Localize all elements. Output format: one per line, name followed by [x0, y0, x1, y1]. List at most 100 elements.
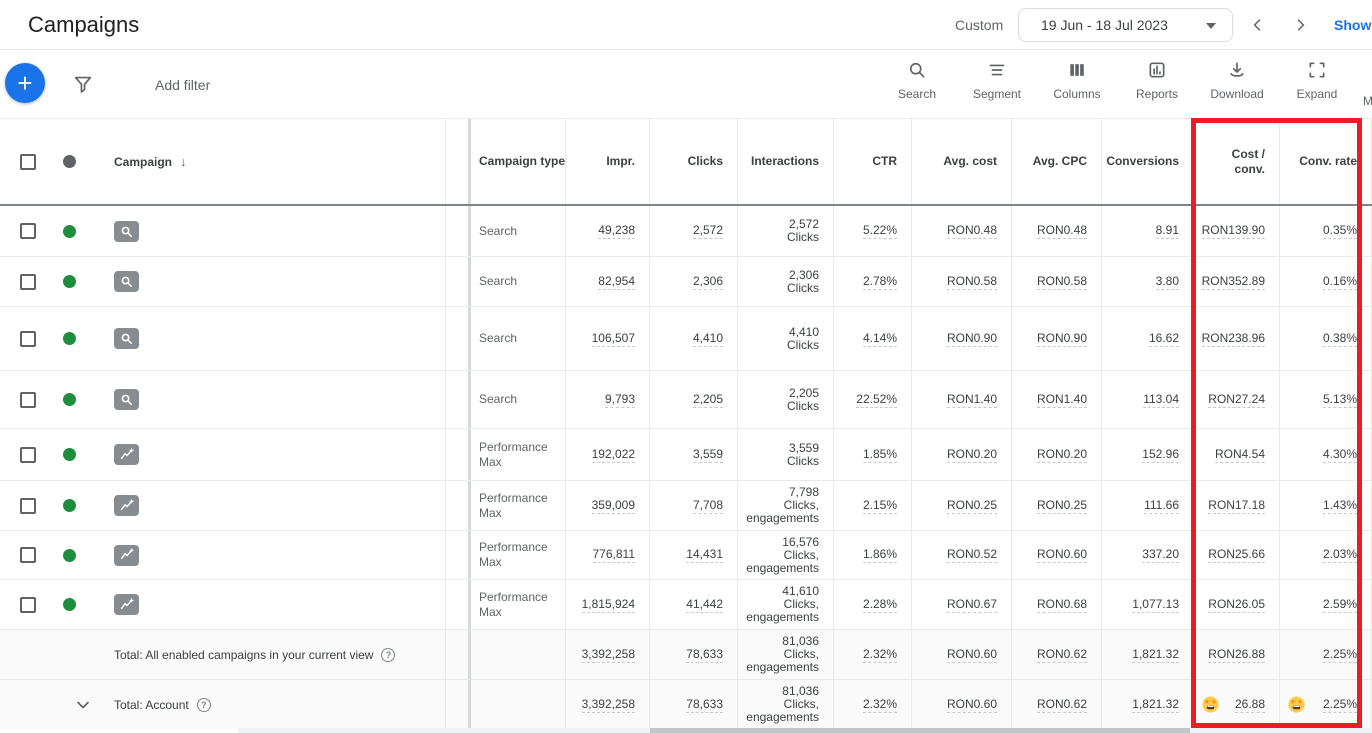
date-range-picker[interactable]: 19 Jun - 18 Jul 2023: [1018, 8, 1233, 42]
campaign-name-cell[interactable]: [100, 257, 445, 306]
campaign-row: Search 9,793 2,205 2,205 Clicks 22.52% RON1.4…: [0, 370, 1372, 428]
row-status-cell[interactable]: [56, 371, 100, 428]
campaign-type-cell: Performance Max: [468, 481, 565, 530]
interactions-cell: 81,036 Clicks, engagements: [737, 630, 833, 679]
campaign-name-cell[interactable]: [100, 429, 445, 480]
chevron-down-icon[interactable]: [73, 695, 93, 715]
overflow-action-partial[interactable]: M: [1363, 94, 1372, 108]
search-action-button[interactable]: Search: [877, 60, 957, 101]
interactions-cell: 2,306 Clicks: [737, 257, 833, 306]
segment-action-button[interactable]: Segment: [957, 60, 1037, 101]
interactions-cell: 16,576 Clicks, engagements: [737, 531, 833, 579]
col-header-conversions[interactable]: Conversions: [1101, 119, 1193, 204]
campaign-name-cell[interactable]: [100, 307, 445, 370]
action-label: Download: [1210, 87, 1264, 101]
row-checkbox[interactable]: [20, 330, 36, 347]
col-header-avg-cpc[interactable]: Avg. CPC: [1011, 119, 1101, 204]
new-campaign-button[interactable]: +: [5, 63, 45, 103]
conversions-cell: 1,077.13: [1101, 580, 1193, 629]
conversions-cell: 3.80: [1101, 257, 1193, 306]
row-checkbox[interactable]: [20, 497, 36, 514]
row-status-cell[interactable]: [56, 580, 100, 629]
cost-per-conversion-cell: RON4.54: [1193, 429, 1279, 480]
col-header-interactions[interactable]: Interactions: [737, 119, 833, 204]
row-select-cell: [0, 531, 56, 579]
conversion-rate-cell: 5.13%: [1279, 371, 1372, 428]
show-link[interactable]: Show: [1334, 17, 1372, 33]
ctr-cell: 1.85%: [833, 429, 911, 480]
interactions-cell: 2,205 Clicks: [737, 371, 833, 428]
select-all-cell: [0, 119, 56, 204]
campaign-type-cell: Search: [468, 371, 565, 428]
row-status-cell[interactable]: [56, 531, 100, 579]
status-enabled-dot: [63, 275, 76, 288]
row-checkbox[interactable]: [20, 547, 36, 563]
conversions-cell: 111.66: [1101, 481, 1193, 530]
date-mode-label: Custom: [955, 17, 1004, 33]
col-header-cost-conv[interactable]: Cost / conv.: [1193, 119, 1279, 204]
impressions-cell: 3,392,258: [565, 630, 649, 679]
interactions-cell: 7,798 Clicks, engagements: [737, 481, 833, 530]
avg-cpc-cell: RON0.48: [1011, 206, 1101, 256]
row-checkbox[interactable]: [20, 223, 36, 239]
row-status-cell[interactable]: [56, 206, 100, 256]
avg-cpc-cell: RON0.60: [1011, 531, 1101, 579]
expand-action-button[interactable]: Expand: [1277, 60, 1357, 101]
frozen-divider: [445, 257, 468, 306]
ctr-cell: 1.86%: [833, 531, 911, 579]
table-rows: Search 49,238 2,572 2,572 Clicks 5.22% RON0.4…: [0, 206, 1372, 629]
search-icon: [907, 60, 927, 82]
row-checkbox[interactable]: [20, 446, 36, 463]
col-header-impr[interactable]: Impr.: [565, 119, 649, 204]
clicks-cell: 2,572: [649, 206, 737, 256]
status-enabled-dot: [63, 332, 76, 345]
col-header-campaign[interactable]: Campaign ↓: [114, 154, 187, 169]
star-struck-emoji: [1288, 696, 1305, 713]
avg-cost-cell: RON0.58: [911, 257, 1011, 306]
plus-icon: +: [17, 67, 33, 98]
previous-period-button[interactable]: [1246, 13, 1270, 37]
col-header-campaign-type[interactable]: Campaign type: [468, 119, 565, 204]
horizontal-scrollbar-thumb[interactable]: [650, 728, 1190, 733]
campaign-row: Performance Max 776,811 14,431 16,576 Click…: [0, 530, 1372, 579]
row-status-cell[interactable]: [56, 257, 100, 306]
row-checkbox[interactable]: [20, 391, 36, 408]
row-checkbox[interactable]: [20, 596, 36, 613]
status-header-cell[interactable]: [56, 119, 100, 204]
row-checkbox[interactable]: [20, 273, 36, 290]
next-period-button[interactable]: [1288, 13, 1312, 37]
conversion-rate-cell: 0.16%: [1279, 257, 1372, 306]
search-campaign-icon: [114, 328, 139, 349]
col-header-ctr[interactable]: CTR: [833, 119, 911, 204]
campaign-name-cell[interactable]: [100, 206, 445, 256]
row-status-cell[interactable]: [56, 481, 100, 530]
total-label-cell: Total: All enabled campaigns in your cur…: [100, 630, 445, 679]
columns-action-button[interactable]: Columns: [1037, 60, 1117, 101]
arrow-down-icon: ↓: [180, 154, 187, 169]
conversion-rate-cell: 2.25%: [1279, 630, 1372, 679]
clicks-cell: 4,410: [649, 307, 737, 370]
filter-icon[interactable]: [72, 73, 94, 95]
page-title: Campaigns: [28, 12, 140, 37]
row-status-cell[interactable]: [56, 429, 100, 480]
campaign-name-cell[interactable]: [100, 371, 445, 428]
col-header-avg-cost[interactable]: Avg. cost: [911, 119, 1011, 204]
cost-per-conversion-cell: RON238.96: [1193, 307, 1279, 370]
campaign-name-cell[interactable]: [100, 531, 445, 579]
reports-action-button[interactable]: Reports: [1117, 60, 1197, 101]
add-filter-button[interactable]: Add filter: [155, 77, 211, 93]
clicks-cell: 78,633: [649, 680, 737, 729]
campaign-type-cell: Performance Max: [468, 531, 565, 579]
download-action-button[interactable]: Download: [1197, 60, 1277, 101]
page-header: Campaigns Custom 19 Jun - 18 Jul 2023 Sh…: [0, 0, 1372, 50]
col-header-clicks[interactable]: Clicks: [649, 119, 737, 204]
ctr-cell: 5.22%: [833, 206, 911, 256]
campaign-name-cell[interactable]: [100, 481, 445, 530]
select-all-checkbox[interactable]: [20, 153, 36, 170]
clicks-cell: 14,431: [649, 531, 737, 579]
campaign-name-cell[interactable]: [100, 580, 445, 629]
col-header-conv-rate[interactable]: Conv. rate: [1279, 119, 1372, 204]
row-status-cell[interactable]: [56, 307, 100, 370]
conversions-cell: 1,821.32: [1101, 680, 1193, 729]
cost-per-conversion-cell: 26.88: [1193, 680, 1279, 729]
